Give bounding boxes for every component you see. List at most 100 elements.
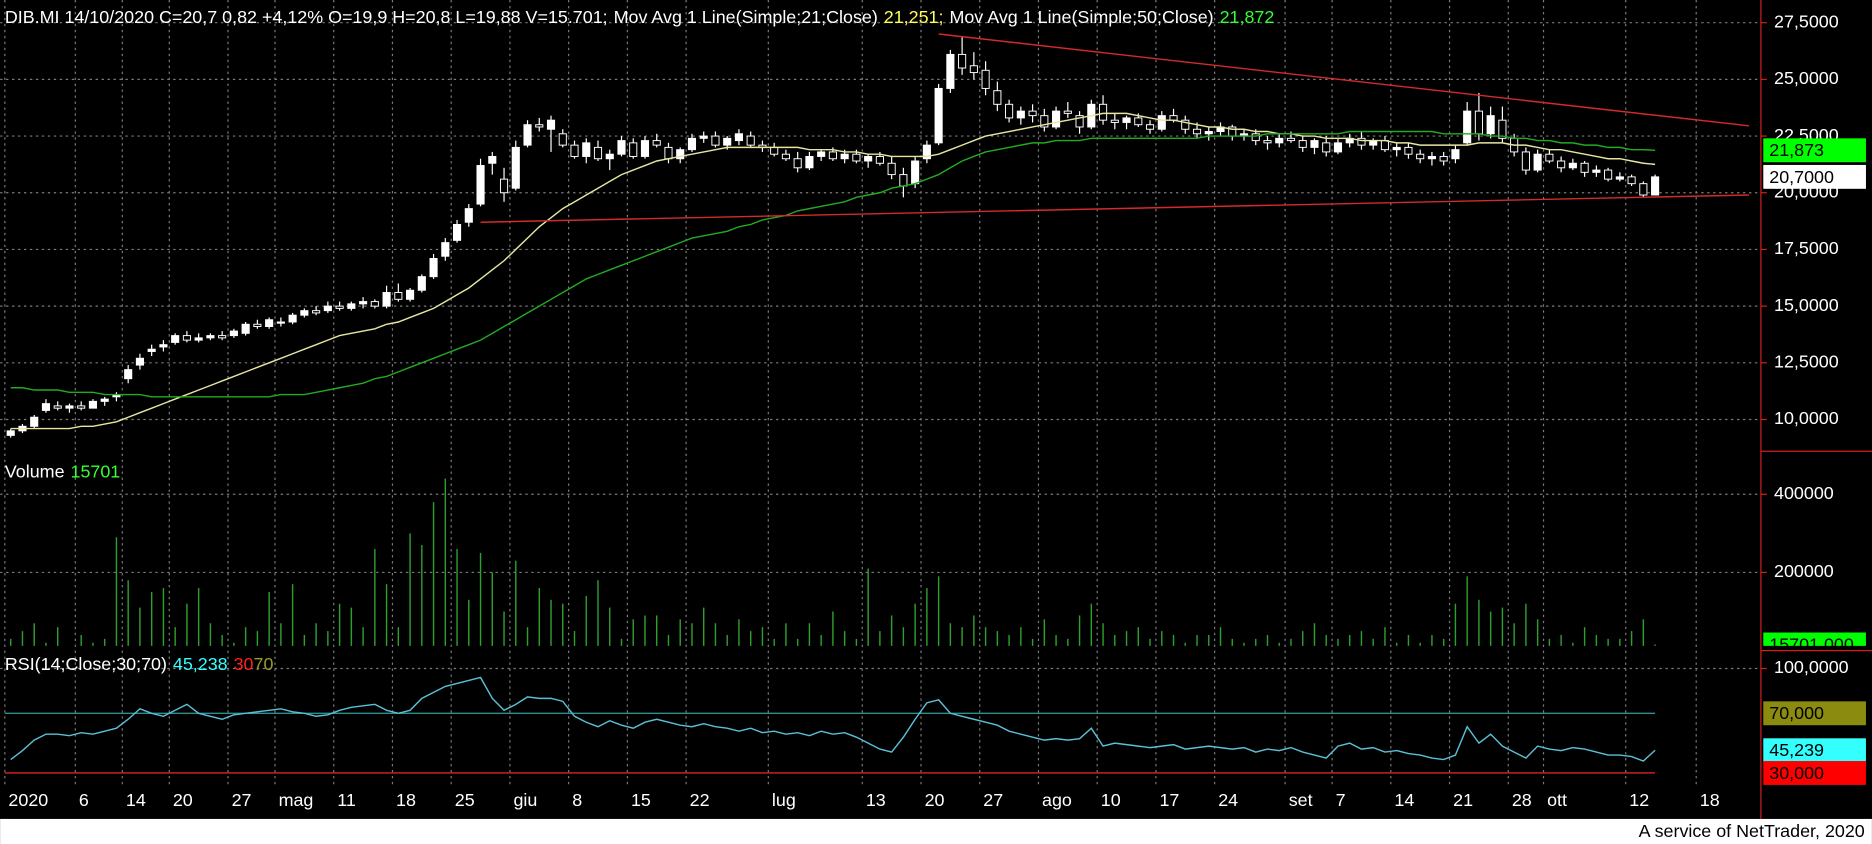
legend-name: Mov Avg 1 Line(Simple;21;Close) <box>614 7 878 27</box>
price-tag-label: 20,7000 <box>1769 167 1834 187</box>
footer-bar <box>0 818 1872 844</box>
candle-body <box>1298 140 1307 148</box>
candle-body <box>1357 137 1366 146</box>
candle-body <box>171 335 180 343</box>
candle-body <box>781 153 790 160</box>
candle-body <box>429 258 438 278</box>
y-tick-label: 12,5000 <box>1774 352 1839 372</box>
candle-body <box>1474 110 1483 135</box>
candle-body <box>1192 128 1202 135</box>
candle-body <box>147 348 156 352</box>
x-tick-label: 21 <box>1453 790 1473 810</box>
candle-body <box>770 146 779 155</box>
candle-body <box>288 314 297 323</box>
x-tick-label: 24 <box>1218 790 1238 810</box>
candle-body <box>899 174 908 187</box>
panel: 100,0000 45,239 70,000 30,000 <box>0 657 1866 785</box>
candle-body <box>629 142 638 157</box>
candle-body <box>687 137 697 151</box>
candle-body <box>1157 115 1166 130</box>
plot-layer: 2020 6 14 20 27 mag 11 18 25 giu 8 15 22 lug 13 20 27 ago… <box>0 0 1866 810</box>
candle-body <box>182 335 191 341</box>
candle-body <box>1427 155 1436 160</box>
x-tick-label: 8 <box>572 790 582 810</box>
y-tick-label: 100,0000 <box>1774 657 1849 677</box>
x-tick-label: lug <box>772 790 796 810</box>
candle-body <box>1627 176 1636 185</box>
price-tag <box>1763 738 1866 763</box>
price-tag-label: 21,873 <box>1769 140 1824 160</box>
candle-body <box>312 310 321 314</box>
candle-body <box>852 153 861 162</box>
candle-body <box>640 140 650 157</box>
candle-body <box>1275 137 1284 144</box>
candle-body <box>100 398 109 402</box>
legend-value: 45,238 <box>173 654 228 674</box>
legend-value: 21,251 <box>884 7 939 27</box>
price-tag <box>1763 632 1866 646</box>
candle-body <box>1040 115 1049 128</box>
candle-body <box>570 144 579 157</box>
candle-body <box>1181 119 1190 130</box>
trendline <box>938 33 1750 127</box>
candle-body <box>265 319 274 328</box>
candle-body <box>969 65 978 74</box>
candle-body <box>382 292 391 307</box>
x-tick-label: 10 <box>1101 790 1121 810</box>
candle-body <box>734 133 744 142</box>
y-tick-label: 27,5000 <box>1774 11 1839 31</box>
candle-body <box>1615 176 1624 180</box>
candle-body <box>1075 115 1084 128</box>
candle-body <box>206 335 215 339</box>
candle-body <box>511 146 520 189</box>
panel: 200000 400000 15701,000 <box>0 478 1866 646</box>
price-tag <box>1763 164 1866 189</box>
candle-body <box>1052 110 1061 128</box>
candle-body <box>1005 103 1014 119</box>
legend-name: Mov Avg 1 Line(Simple;50;Close) <box>949 7 1213 27</box>
candle-body <box>946 53 955 89</box>
y-tick-label: 200000 <box>1774 561 1834 581</box>
legend-value: 21,872 <box>1220 7 1275 27</box>
candle-body <box>1521 151 1530 171</box>
footer-text: A service of NetTrader, 2020 <box>1639 821 1865 841</box>
candle-body <box>958 53 967 69</box>
candle-body <box>335 305 344 309</box>
legend-name: Volume <box>5 461 65 481</box>
candle-body <box>1286 137 1296 142</box>
candle-body <box>1451 149 1460 160</box>
candle-body <box>476 165 485 205</box>
price-tag-label: 45,239 <box>1769 740 1824 760</box>
candle-body <box>241 323 250 334</box>
candle-body <box>817 151 826 157</box>
candle-body <box>1028 110 1037 117</box>
candle-body <box>1392 146 1401 151</box>
separator: ; <box>603 7 608 27</box>
legend-name: RSI(14;Close;30;70) <box>5 654 167 674</box>
candle-body <box>417 276 426 291</box>
candle-body <box>558 133 567 146</box>
candle-body <box>406 289 415 300</box>
candle-body <box>1592 169 1601 173</box>
candle-body <box>347 303 356 309</box>
candle-body <box>1110 119 1119 123</box>
price-tag <box>1763 701 1866 726</box>
candle-body <box>922 144 931 160</box>
candle-body <box>993 90 1002 105</box>
x-tick-label: 12 <box>1629 790 1649 810</box>
candle-body <box>41 403 51 411</box>
x-tick-label: 18 <box>1700 790 1720 810</box>
candle-body <box>1416 153 1425 160</box>
x-tick-label: 27 <box>232 790 252 810</box>
candle-body <box>1568 162 1577 169</box>
candle-body <box>1580 162 1589 173</box>
x-tick-label: 7 <box>1336 790 1346 810</box>
candle-body <box>1145 124 1155 130</box>
candle-body <box>1545 153 1554 162</box>
candle-body <box>124 369 133 380</box>
candle-body <box>593 146 603 160</box>
candle-body <box>300 310 309 316</box>
candle-body <box>828 151 837 160</box>
candle-body <box>1251 133 1260 142</box>
candle-body <box>1463 110 1472 144</box>
